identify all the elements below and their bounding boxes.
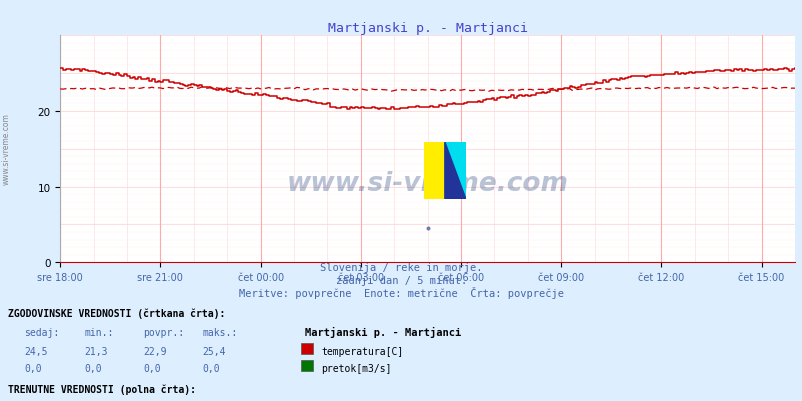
Text: temperatura[C]: temperatura[C] bbox=[321, 346, 403, 356]
Polygon shape bbox=[444, 143, 465, 199]
Text: 24,5: 24,5 bbox=[24, 346, 47, 356]
Bar bbox=[423, 143, 444, 199]
Text: TRENUTNE VREDNOSTI (polna črta):: TRENUTNE VREDNOSTI (polna črta): bbox=[8, 384, 196, 394]
Text: 21,3: 21,3 bbox=[84, 346, 107, 356]
Text: www.si-vreme.com: www.si-vreme.com bbox=[286, 170, 568, 196]
Text: Meritve: povprečne  Enote: metrične  Črta: povprečje: Meritve: povprečne Enote: metrične Črta:… bbox=[239, 286, 563, 298]
Text: 0,0: 0,0 bbox=[24, 363, 42, 373]
Text: 0,0: 0,0 bbox=[143, 363, 160, 373]
Text: min.:: min.: bbox=[84, 327, 114, 337]
Text: zadnji dan / 5 minut.: zadnji dan / 5 minut. bbox=[335, 275, 467, 286]
Text: 25,4: 25,4 bbox=[202, 346, 225, 356]
Title: Martjanski p. - Martjanci: Martjanski p. - Martjanci bbox=[327, 22, 527, 35]
Text: pretok[m3/s]: pretok[m3/s] bbox=[321, 363, 391, 373]
Bar bbox=[444, 143, 465, 199]
Text: maks.:: maks.: bbox=[202, 327, 237, 337]
Text: 0,0: 0,0 bbox=[202, 363, 220, 373]
Text: 22,9: 22,9 bbox=[143, 346, 166, 356]
Text: ZGODOVINSKE VREDNOSTI (črtkana črta):: ZGODOVINSKE VREDNOSTI (črtkana črta): bbox=[8, 308, 225, 318]
Text: Slovenija / reke in morje.: Slovenija / reke in morje. bbox=[320, 263, 482, 273]
Text: sedaj:: sedaj: bbox=[24, 327, 59, 337]
Text: povpr.:: povpr.: bbox=[143, 327, 184, 337]
Text: www.si-vreme.com: www.si-vreme.com bbox=[2, 113, 11, 184]
Text: Martjanski p. - Martjanci: Martjanski p. - Martjanci bbox=[305, 326, 461, 337]
Text: 0,0: 0,0 bbox=[84, 363, 102, 373]
